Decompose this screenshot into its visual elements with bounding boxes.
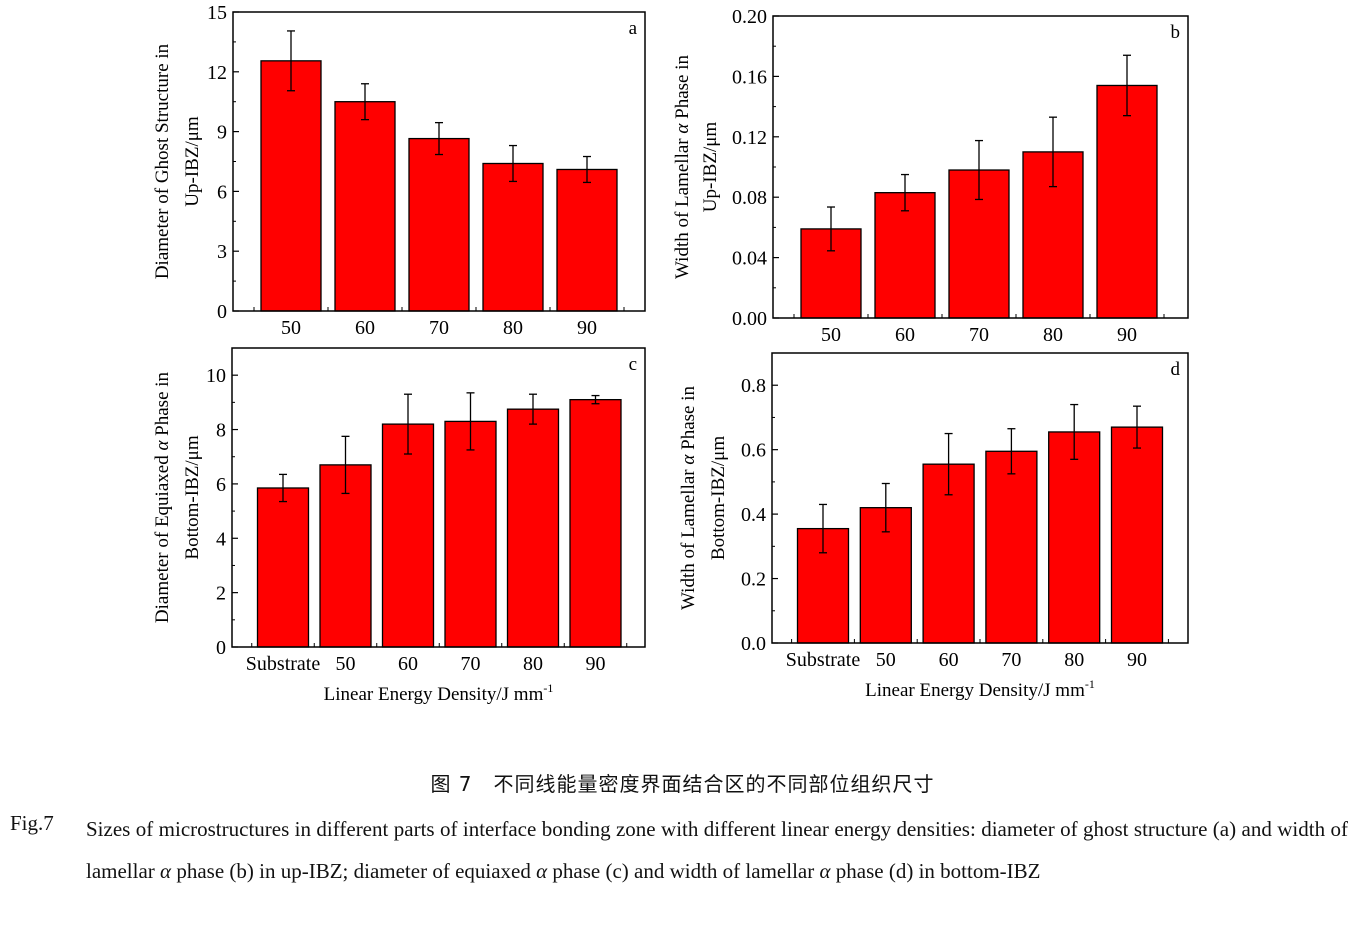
y-tick-label: 0 (217, 301, 227, 323)
x-tick-label: 50 (336, 653, 356, 675)
x-tick-label: 70 (969, 324, 989, 346)
x-tick-label: 90 (1117, 324, 1137, 346)
x-tick-label: 90 (577, 317, 597, 339)
x-tick-label: 60 (895, 324, 915, 346)
panel-label: a (629, 18, 638, 39)
y-tick-label: 0.08 (732, 187, 767, 209)
y-tick-label: 0 (216, 637, 226, 659)
y-tick-label: 0.16 (732, 66, 767, 88)
x-tick-label: 60 (355, 317, 375, 339)
y-tick-label: 0.6 (741, 440, 766, 462)
bar (1096, 84, 1158, 319)
x-tick-label: Substrate (786, 649, 861, 671)
y-axis-label: Diameter of Equiaxed α Phase in (152, 371, 173, 623)
y-axis-label: Width of Lamellar α Phase in (678, 386, 699, 610)
y-tick-label: 12 (207, 62, 227, 84)
bar (874, 192, 936, 319)
x-axis-label: Linear Energy Density/J mm-1 (865, 677, 1095, 701)
panel-d: Substrate 50 60 70 80 90 0.0 0.2 0.4 0.6 0.8 d Width… (678, 352, 1189, 701)
y-axis-label: Up-IBZ/μm (700, 122, 721, 213)
y-tick-label: 0.2 (741, 569, 766, 591)
caption-english: Sizes of microstructures in different pa… (86, 808, 1348, 892)
panel-label: b (1171, 22, 1181, 43)
y-axis-label: Bottom-IBZ/μm (182, 435, 203, 559)
x-tick-label: 50 (821, 324, 841, 346)
y-tick-label: 0.04 (732, 248, 767, 270)
caption-text: Sizes of microstructures in different pa… (86, 817, 1348, 883)
caption-chinese: 图 7 不同线能量密度界面结合区的不同部位组织尺寸 (430, 772, 935, 796)
y-tick-label: 9 (217, 122, 227, 144)
plot-frame (771, 352, 1189, 644)
bar (556, 168, 618, 312)
x-tick-label: 70 (461, 653, 481, 675)
x-tick-label: 50 (281, 317, 301, 339)
caption-text: phase (d) in bottom-IBZ (830, 859, 1041, 883)
y-axis-label: Bottom-IBZ/μm (708, 436, 729, 560)
y-tick-label: 0.20 (732, 6, 767, 28)
y-tick-label: 4 (216, 528, 226, 550)
panel-c: Substrate 50 60 70 80 90 0 2 4 6 8 10 c Diameter of E… (152, 347, 646, 705)
y-tick-label: 2 (216, 583, 226, 605)
y-tick-label: 0.4 (741, 504, 766, 526)
x-tick-label: 70 (429, 317, 449, 339)
bar (506, 408, 560, 648)
y-axis-label: Diameter of Ghost Structure in (152, 43, 173, 279)
y-tick-label: 0.12 (732, 127, 767, 149)
panel-label: c (629, 354, 637, 375)
bar (985, 450, 1038, 644)
bar (256, 487, 310, 648)
y-tick-label: 15 (207, 2, 227, 24)
x-tick-label: Substrate (246, 653, 321, 675)
panel-a: 50 60 70 80 90 0 3 6 9 12 15 a Diameter of Ghost Str… (152, 2, 646, 339)
bar (444, 420, 497, 648)
x-tick-label: 60 (939, 649, 959, 671)
x-tick-label: 90 (1127, 649, 1147, 671)
bar (408, 137, 470, 312)
y-tick-label: 0.0 (741, 633, 766, 655)
y-tick-label: 3 (217, 241, 227, 263)
x-tick-label: 80 (1064, 649, 1084, 671)
x-tick-label: 50 (876, 649, 896, 671)
x-axis-label: Linear Energy Density/J mm-1 (324, 681, 554, 705)
y-axis-label: Up-IBZ/μm (182, 116, 203, 207)
y-tick-label: 6 (216, 474, 226, 496)
bar (1110, 426, 1164, 644)
y-tick-label: 0.00 (732, 308, 767, 330)
caption-text: phase (b) in up-IBZ; diameter of equiaxe… (171, 859, 537, 883)
panel-label: d (1171, 359, 1181, 380)
x-tick-label: 80 (523, 653, 543, 675)
y-axis-label: Width of Lamellar α Phase in (672, 55, 693, 279)
y-tick-label: 10 (206, 365, 226, 387)
bar (569, 398, 622, 648)
bar (482, 162, 544, 312)
x-tick-label: 80 (1043, 324, 1063, 346)
x-tick-label: 80 (503, 317, 523, 339)
x-tick-label: 60 (398, 653, 418, 675)
panel-b: 50 60 70 80 90 0.00 0.04 0.08 0.12 0.16 0.20 b Width… (672, 6, 1189, 346)
caption-alpha: α (160, 859, 172, 883)
bar (260, 60, 322, 312)
x-tick-label: 90 (586, 653, 606, 675)
caption-text: phase (c) and width of lamellar (547, 859, 820, 883)
y-tick-label: 0.8 (741, 375, 766, 397)
caption-figure-label: Fig.7 (10, 811, 54, 835)
caption-alpha: α (819, 859, 831, 883)
y-tick-label: 8 (216, 420, 226, 442)
bar (381, 423, 435, 648)
plot-frame (231, 347, 646, 648)
caption-alpha: α (536, 859, 548, 883)
bar (1048, 431, 1101, 644)
bar (334, 101, 396, 312)
y-tick-label: 6 (217, 181, 227, 203)
x-tick-label: 70 (1001, 649, 1021, 671)
